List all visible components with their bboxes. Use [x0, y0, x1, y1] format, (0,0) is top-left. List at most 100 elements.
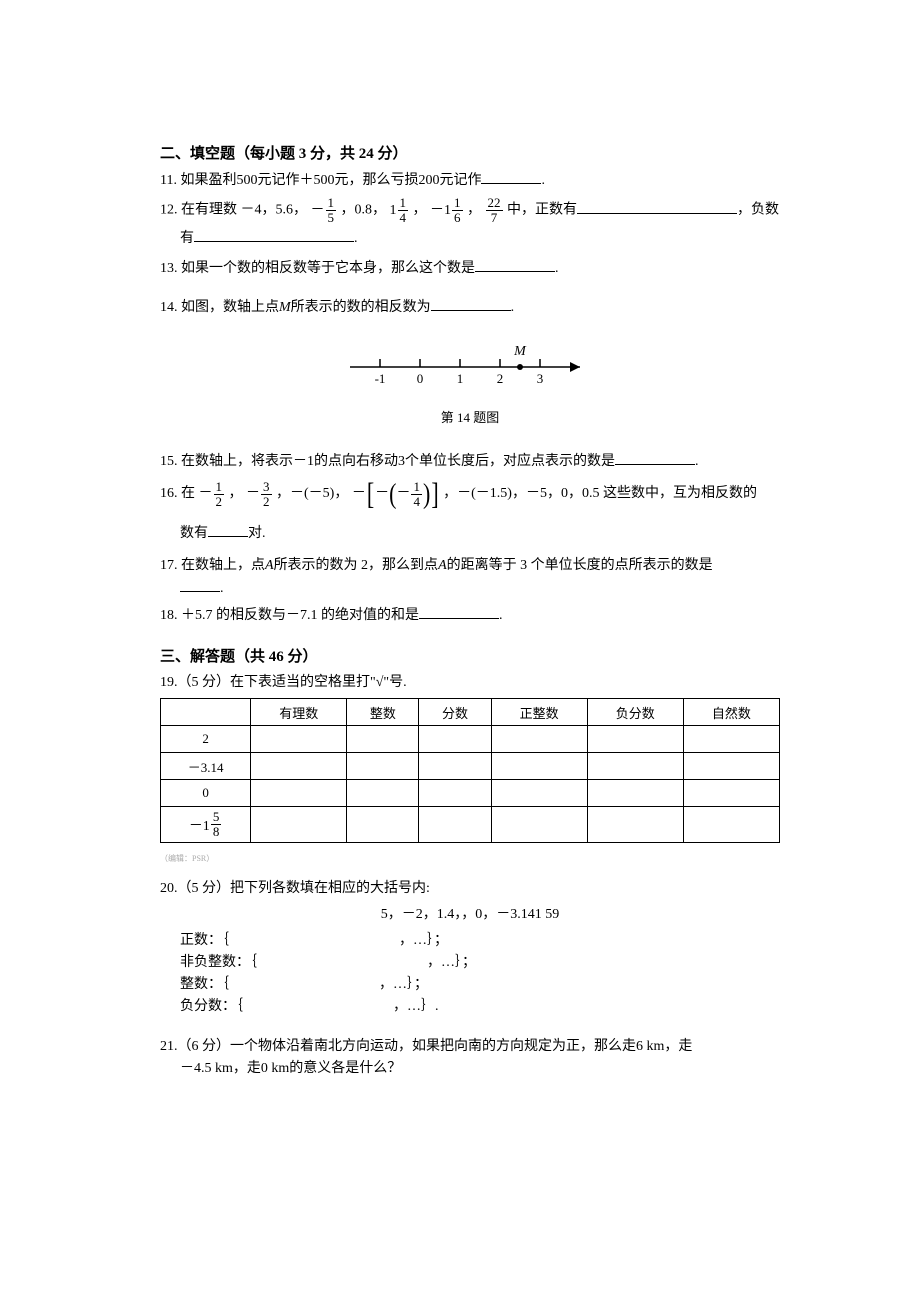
q20-set-nf-name: 负分数：｛ [180, 999, 243, 1014]
q19-cell[interactable] [491, 753, 587, 780]
q19-cell[interactable] [683, 807, 779, 843]
q11-mid2: 元，那么亏损 [334, 173, 418, 188]
q16-n3h-den: 2 [261, 495, 272, 509]
q19-cell[interactable] [251, 726, 347, 753]
q11-blank[interactable] [481, 169, 541, 184]
q19-cell[interactable] [347, 726, 419, 753]
q19-cell[interactable] [251, 807, 347, 843]
q19-cell[interactable] [587, 726, 683, 753]
q16-sep3: ，－(－1.5)，－5，0，0.5 这些数中，互为相反数的 [443, 486, 757, 501]
q17-tail: . [220, 581, 224, 596]
q17-line2: . [180, 577, 780, 600]
q19-row3-label: 0 [161, 780, 251, 807]
numberline-figure: M -1 0 1 2 3 [160, 339, 780, 399]
q17-mid2: 的距离等于 3 个单位长度的点所表示的数是 [447, 558, 713, 573]
q13: 13. 如果一个数的相反数等于它本身，那么这个数是. [160, 257, 780, 280]
q19-mixed-whole: －1 [189, 815, 210, 835]
q16-blank[interactable] [208, 522, 248, 537]
q19-cell[interactable] [419, 780, 491, 807]
q17-A1: A [265, 558, 274, 573]
q19-cell[interactable] [587, 807, 683, 843]
q19-mixed-den: 8 [211, 825, 222, 839]
q12: 12. 在有理数 －4，5.6， －15 ，0.8， 114 ， －116 ， … [160, 196, 780, 253]
q19-cell[interactable] [683, 726, 779, 753]
q19-cell[interactable] [491, 807, 587, 843]
q12-tail1: ，负数 [737, 203, 779, 218]
q16-line2-prefix: 数有 [180, 526, 208, 541]
q16-n3h-num: 3 [261, 480, 272, 495]
q13-text: 13. 如果一个数的相反数等于它本身，那么这个数是 [160, 261, 475, 276]
q20-set-nonneg-int: 非负整数：｛，…｝； [180, 952, 780, 974]
q20-set-nf-tail: ，…｝. [393, 999, 439, 1014]
q14: 14. 如图，数轴上点M所表示的数的相反数为. [160, 296, 780, 319]
q15-text: 15. 在数轴上，将表示－1的点向右移动3个单位长度后，对应点表示的数是 [160, 454, 615, 469]
q11-tail: 元记作 [439, 173, 481, 188]
q15: 15. 在数轴上，将表示－1的点向右移动3个单位长度后，对应点表示的数是. [160, 450, 780, 473]
q11-amt3: 200 [418, 173, 439, 188]
table-row: －158 [161, 807, 780, 843]
q20-set-pos-tail: ，…｝； [399, 933, 448, 948]
q19-cell[interactable] [251, 780, 347, 807]
q21-mid1: ，走 [664, 1039, 692, 1054]
q11-amt2: 500 [313, 173, 334, 188]
q19-cell[interactable] [491, 726, 587, 753]
q11: 11. 如果盈利500元记作＋500元，那么亏损200元记作. [160, 169, 780, 192]
q12-ns-den: 6 [452, 211, 463, 225]
q21-v1: 6 km [636, 1039, 664, 1054]
q12-oq-num: 1 [398, 196, 409, 211]
q17-blank[interactable] [180, 577, 220, 592]
q17-mid1: 所表示的数为 2，那么到点 [274, 558, 439, 573]
q20-set-integer: 整数：｛，…｝； [180, 974, 780, 996]
q13-blank[interactable] [475, 257, 555, 272]
section-solve-title: 三、解答题（共 46 分） [160, 645, 780, 666]
q19-cell[interactable] [251, 753, 347, 780]
q19-cell[interactable] [683, 780, 779, 807]
q19-col-blank [161, 699, 251, 726]
q21-v3: 0 km [261, 1061, 289, 1076]
q19-cell[interactable] [347, 780, 419, 807]
q12-oq-den: 4 [398, 211, 409, 225]
q16-nh-num: 1 [214, 480, 225, 495]
svg-text:-1: -1 [375, 371, 386, 386]
q19-cell[interactable] [587, 780, 683, 807]
q20-set-pos-name: 正数：｛ [180, 933, 229, 948]
q19-col-natural: 自然数 [683, 699, 779, 726]
q21-line2-mid: ，走 [233, 1061, 261, 1076]
q12-line2-prefix: 有 [180, 231, 194, 246]
q12-blank-neg[interactable] [194, 227, 354, 242]
numberline-point-label: M [513, 344, 527, 359]
svg-text:1: 1 [457, 371, 464, 386]
q19-cell[interactable] [419, 726, 491, 753]
footer-watermark: （编辑：PSR） [160, 853, 780, 864]
q14-blank[interactable] [431, 296, 511, 311]
q14-text: 14. 如图，数轴上点 [160, 300, 279, 315]
q16-nh-den: 2 [214, 495, 225, 509]
q12-tail2: . [354, 231, 358, 246]
q17: 17. 在数轴上，点A所表示的数为 2，那么到点A的距离等于 3 个单位长度的点… [160, 555, 780, 600]
q15-tail: . [695, 454, 699, 469]
q12-nf-num: 1 [326, 196, 337, 211]
q19-cell[interactable] [419, 807, 491, 843]
q19-cell[interactable] [683, 753, 779, 780]
q19-cell[interactable] [419, 753, 491, 780]
q21-line2-tail: 的意义各是什么？ [289, 1061, 401, 1076]
q16-line2-suffix: 对. [248, 526, 266, 541]
q19-cell[interactable] [347, 753, 419, 780]
q16-sep1: ， [229, 486, 243, 501]
q12-blank-pos[interactable] [577, 199, 737, 214]
svg-text:2: 2 [497, 371, 504, 386]
q14-tail: . [511, 300, 515, 315]
q16-line2: 数有 对. [180, 517, 780, 551]
q18-blank[interactable] [419, 604, 499, 619]
q19-cell[interactable] [347, 807, 419, 843]
q19-cell[interactable] [587, 753, 683, 780]
q19-mixed-num: 5 [211, 810, 222, 825]
q12-nf-den: 5 [326, 211, 337, 225]
q12-tt7-num: 22 [486, 196, 503, 211]
q15-blank[interactable] [615, 450, 695, 465]
q19-cell[interactable] [491, 780, 587, 807]
q16-sep2: ，－(－5)， [276, 486, 348, 501]
table-row: －3.14 [161, 753, 780, 780]
section-fill-title: 二、填空题（每小题 3 分，共 24 分） [160, 142, 780, 163]
q12-one-and-quarter: 114 [390, 196, 410, 225]
